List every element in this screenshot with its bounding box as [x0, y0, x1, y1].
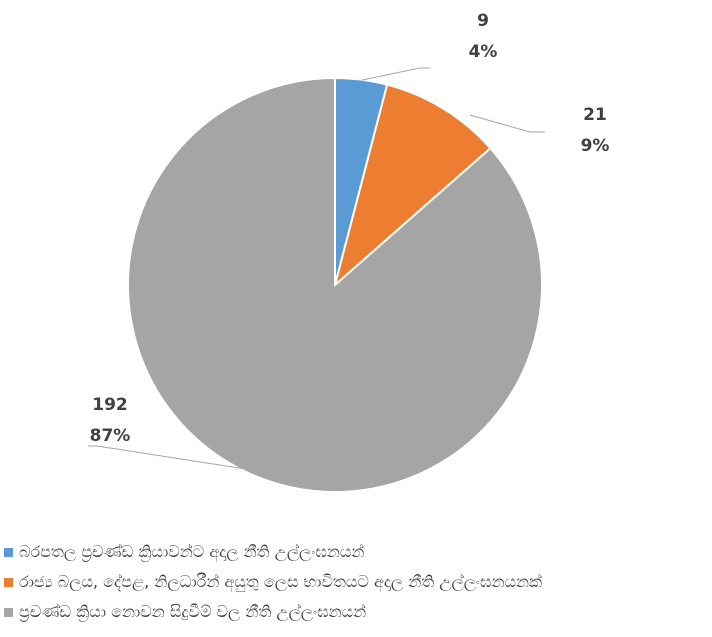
- data-labels: 9 4% 21 9% 192 87%: [90, 11, 610, 446]
- pie-slice: [127, 76, 543, 493]
- legend-swatch: [4, 607, 13, 617]
- legend-label: ප්‍රචණ්ඩ ක්‍රියා නොවන සිදුවීම් වල නීති උ…: [19, 602, 367, 621]
- data-label-value: 9: [477, 11, 489, 31]
- data-label-value: 192: [92, 395, 128, 415]
- legend-label: බරපතල ප්‍රචණ්ඩ ක්‍රියාවන්ට අදාල නීති උල්…: [19, 542, 365, 561]
- legend: බරපතල ප්‍රචණ්ඩ ක්‍රියාවන්ට අදාල නීති උල්…: [4, 537, 712, 627]
- legend-swatch: [4, 547, 13, 557]
- data-label-percent: 4%: [469, 42, 498, 62]
- leader-line: [361, 67, 430, 81]
- leader-line: [469, 114, 545, 133]
- data-label-percent: 9%: [581, 136, 610, 156]
- data-label-value: 21: [583, 105, 607, 125]
- pie-chart: 9 4% 21 9% 192 87%: [88, 11, 610, 493]
- legend-item: රාජ්‍ය බලය, දේපළ, නිලධාරීන් අයුතු ලෙස භා…: [4, 567, 712, 597]
- legend-item: බරපතල ප්‍රචණ්ඩ ක්‍රියාවන්ට අදාල නීති උල්…: [4, 537, 712, 567]
- legend-item: ප්‍රචණ්ඩ ක්‍රියා නොවන සිදුවීම් වල නීති උ…: [4, 597, 712, 627]
- legend-swatch: [4, 577, 13, 587]
- data-label-percent: 87%: [90, 426, 131, 446]
- pie-slice: [333, 83, 492, 288]
- leader-line: [88, 445, 253, 471]
- leader-lines: [88, 67, 545, 471]
- pie-slices: [127, 76, 543, 493]
- legend-label: රාජ්‍ය බලය, දේපළ, නිලධාරීන් අයුතු ලෙස භා…: [19, 572, 542, 591]
